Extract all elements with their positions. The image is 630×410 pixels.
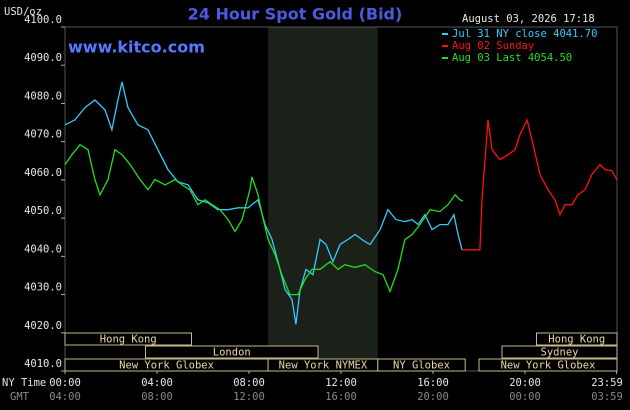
session-label: Sydney: [541, 347, 579, 359]
gmt-tick-label: 20:00: [417, 391, 449, 403]
gmt-tick-label: 04:00: [49, 391, 81, 403]
x-tick-label: 04:00: [141, 377, 173, 389]
chart-title: 24 Hour Spot Gold (Bid): [188, 5, 403, 24]
session-label: Hong Kong: [548, 334, 605, 346]
legend-label: Jul 31 NY close 4041.70: [452, 28, 597, 40]
x-tick-label: 23:59: [591, 377, 623, 389]
x-row-label: GMT: [10, 391, 30, 403]
x-tick-label: 16:00: [417, 377, 449, 389]
session-label: NY Globex: [393, 360, 450, 372]
x-tick-label: 00:00: [49, 377, 81, 389]
price-line: [64, 81, 463, 325]
x-tick-label: 08:00: [233, 377, 265, 389]
gmt-tick-label: 03:59: [591, 391, 623, 403]
session-bar: [501, 345, 618, 359]
session-label: London: [213, 347, 251, 359]
price-line: [64, 143, 464, 296]
unit-label: USD/oz: [4, 6, 42, 18]
x-row-label: NY Time: [2, 377, 46, 389]
gmt-tick-label: 16:00: [325, 391, 357, 403]
x-tick-label: 20:00: [509, 377, 541, 389]
y-tick-label: 4070.0: [24, 129, 62, 141]
legend-label: Aug 03 Last 4054.50: [452, 52, 572, 64]
website: www.kitco.com: [68, 38, 205, 57]
y-tick-label: 4040.0: [24, 243, 62, 255]
session-bar: [536, 332, 618, 346]
y-tick-label: 4050.0: [24, 205, 62, 217]
y-tick-label: 4010.0: [24, 358, 62, 370]
x-tick-label: 12:00: [325, 377, 357, 389]
session-label: New York Globex: [501, 360, 596, 372]
timestamp: August 03, 2026 17:18: [462, 13, 595, 25]
gmt-tick-label: 00:00: [509, 391, 541, 403]
gmt-tick-label: 08:00: [141, 391, 173, 403]
session-bar: [145, 345, 319, 359]
price-line: [462, 117, 618, 251]
session-label: Hong Kong: [100, 334, 157, 346]
y-tick-label: 4080.0: [24, 90, 62, 102]
legend-label: Aug 02 Sunday: [452, 40, 534, 52]
session-label: New York NYMEX: [279, 360, 368, 372]
session-label: New York Globex: [119, 360, 214, 372]
y-tick-label: 4060.0: [24, 167, 62, 179]
y-tick-label: 4030.0: [24, 282, 62, 294]
session-bar: [377, 358, 466, 372]
y-tick-label: 4090.0: [24, 52, 62, 64]
session-bar: [478, 358, 618, 372]
y-tick-label: 4100.0: [24, 14, 62, 26]
y-tick-label: 4020.0: [24, 320, 62, 332]
session-bar: [64, 332, 192, 346]
gmt-tick-label: 12:00: [233, 391, 265, 403]
session-shade: [268, 27, 378, 371]
